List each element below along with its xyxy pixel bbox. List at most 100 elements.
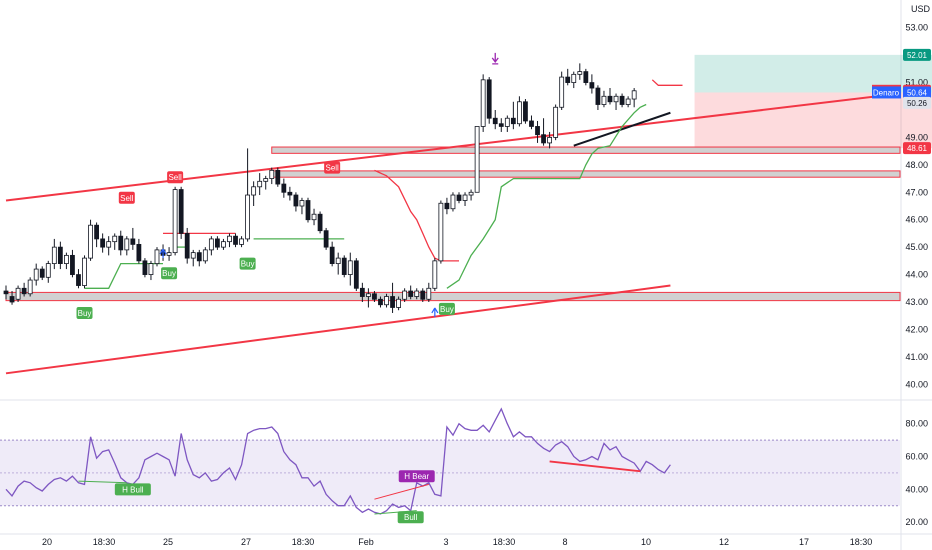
candle-body (396, 298, 402, 308)
candle-body (3, 290, 9, 295)
candle-body (438, 202, 444, 262)
candle (432, 258, 438, 292)
candle-body (577, 71, 583, 75)
candle-body (214, 238, 220, 248)
price-tag-bg (903, 96, 931, 109)
signal-sell: Sell (324, 161, 341, 174)
candle (251, 181, 257, 206)
price-tag-value-bg (903, 86, 931, 99)
candle-body (245, 194, 251, 240)
stop-zone (694, 92, 932, 149)
candle (263, 175, 269, 190)
candle (396, 296, 402, 311)
candle-body (378, 298, 383, 306)
signal-buy-label: Buy (440, 305, 454, 314)
price-tag-label: 48.61 (907, 144, 928, 153)
candle-body (498, 123, 504, 127)
candle (178, 186, 184, 239)
candle-body (257, 180, 263, 188)
candle (329, 241, 335, 267)
candle (577, 63, 583, 80)
candle-body (553, 106, 559, 138)
divergence-line (549, 460, 641, 473)
zone-0 (271, 146, 901, 154)
candle-body (136, 243, 142, 262)
candle-body (57, 246, 63, 264)
candle-body (106, 241, 112, 248)
candle (402, 288, 408, 302)
candle (390, 282, 395, 313)
candle-body (15, 287, 21, 300)
candle-body (492, 117, 498, 125)
candle-body (64, 254, 69, 265)
trend-line-0 (5, 92, 901, 202)
signal-sell-bg (118, 191, 135, 204)
candle-body (341, 257, 347, 275)
candle (414, 288, 420, 300)
candle-body (450, 194, 456, 210)
candle (353, 258, 359, 292)
candle (239, 236, 244, 248)
trend-lines-layer (5, 92, 901, 375)
time-label: 25 (163, 537, 173, 547)
candle (553, 104, 559, 141)
candle-body (510, 117, 516, 125)
candle (378, 296, 383, 308)
candle (257, 173, 263, 196)
candle-body (444, 202, 450, 210)
candle-body (323, 230, 329, 248)
candle (57, 241, 63, 270)
rsi-label-bull: H Bull (114, 483, 151, 496)
candle-body (468, 191, 474, 196)
candle (208, 236, 214, 256)
candle (15, 285, 21, 302)
candle (529, 115, 534, 130)
candle-body (112, 235, 118, 243)
signal-sell-bg (324, 161, 341, 174)
rsi-line (5, 407, 671, 515)
candle-body (462, 194, 468, 201)
candle-body (130, 238, 136, 245)
candle-body (456, 194, 462, 201)
price-tag: 48.61 (903, 142, 931, 155)
candle (94, 222, 99, 248)
candle-body (33, 268, 39, 281)
price-tick: 45.00 (905, 242, 928, 252)
candle (492, 110, 498, 130)
price-tick: 51.00 (905, 78, 928, 88)
candle-body (227, 235, 232, 243)
candle (136, 238, 142, 264)
candle (365, 288, 371, 308)
candle-body (529, 120, 534, 127)
candle (287, 186, 293, 201)
candle (613, 93, 619, 110)
price-tag-bg (903, 48, 931, 61)
rsi-label-text: H Bull (122, 485, 144, 494)
candle-body (281, 183, 287, 193)
candle (504, 115, 510, 132)
price-tick: 49.00 (905, 132, 928, 142)
candle (305, 197, 311, 223)
candle (245, 148, 251, 242)
price-tag-name: Denaro (873, 88, 900, 97)
candle (142, 258, 148, 278)
candle (372, 291, 377, 302)
candle (317, 211, 323, 234)
candle-body (408, 290, 414, 297)
candle (607, 88, 613, 105)
candle (541, 118, 546, 146)
candle (293, 192, 299, 212)
candle-body (414, 290, 420, 297)
candle (420, 288, 426, 302)
price-tick: 53.00 (905, 23, 928, 33)
candle-body (359, 287, 365, 297)
candle (64, 252, 69, 270)
candle-body (589, 82, 595, 89)
candle (498, 118, 504, 132)
signal-sell-bg (167, 171, 184, 184)
price-tag: 50.26 (903, 96, 931, 109)
signal-sell-label: Sell (325, 164, 339, 173)
candle-body (166, 252, 172, 256)
candle-body (420, 290, 426, 300)
